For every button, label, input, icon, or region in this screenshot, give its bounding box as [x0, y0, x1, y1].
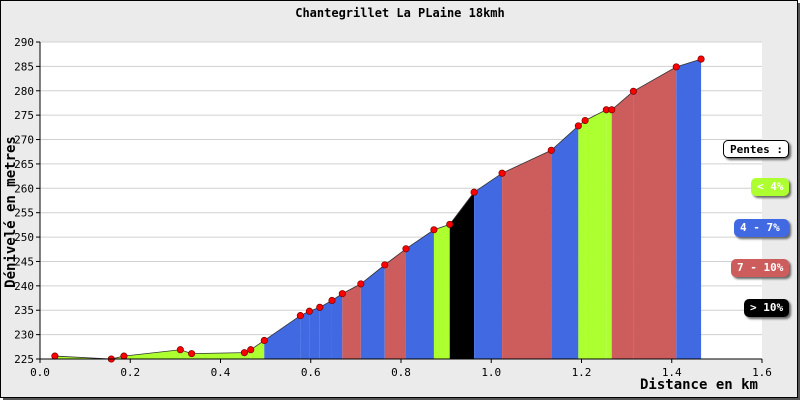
- data-point: [296, 312, 304, 320]
- chart-title: Chantegrillet La PLaine 18kmh: [295, 6, 505, 20]
- data-point: [51, 352, 59, 360]
- data-point: [305, 307, 313, 315]
- y-tick-label: 260: [14, 182, 34, 195]
- profile-line: [54, 58, 702, 360]
- slope-segment: [250, 340, 265, 359]
- data-point: [672, 63, 680, 71]
- slope-segment: [331, 293, 343, 359]
- x-tick-label: 0.2: [120, 366, 140, 379]
- data-point: [357, 280, 365, 288]
- x-tick-label: 0.0: [30, 366, 50, 379]
- data-point: [176, 346, 184, 354]
- slope-segment: [676, 59, 702, 360]
- x-tick-label: 1.0: [481, 366, 501, 379]
- slope-segment: [633, 66, 677, 359]
- y-tick-label: 230: [14, 329, 34, 342]
- y-tick-label: 275: [14, 109, 34, 122]
- data-point: [608, 106, 616, 114]
- y-tick-label: 245: [14, 255, 34, 268]
- data-point: [260, 336, 268, 345]
- y-tick-label: 265: [14, 158, 34, 171]
- slope-segment: [433, 224, 450, 359]
- slope-segment: [123, 349, 181, 359]
- slope-segment: [405, 229, 434, 359]
- data-point: [316, 303, 324, 311]
- data-point: [470, 188, 478, 196]
- data-point: [498, 169, 506, 177]
- slope-segment: [384, 248, 406, 359]
- slope-segment: [551, 125, 579, 359]
- slope-segment: [180, 349, 192, 359]
- y-tick-label: 270: [14, 134, 34, 147]
- data-point: [381, 261, 389, 269]
- slope-segment: [264, 315, 301, 359]
- data-point: [328, 296, 336, 305]
- x-tick-label: 0.4: [211, 366, 231, 379]
- slope-segment: [360, 264, 385, 359]
- x-axis-label: Distance en km: [640, 377, 758, 393]
- legend-item-4-7: 4 - 7%: [734, 219, 789, 237]
- legend-item-lt4: < 4%: [751, 178, 789, 196]
- data-point: [338, 290, 346, 298]
- y-tick-label: 285: [14, 60, 34, 73]
- data-point: [629, 87, 637, 95]
- y-tick-label: 280: [14, 85, 34, 98]
- legend-item-7-10: 7 - 10%: [731, 259, 789, 277]
- data-point: [446, 220, 454, 228]
- slope-segment: [191, 352, 245, 359]
- x-tick-label: 1.2: [572, 366, 592, 379]
- x-tick-label: 1.4: [662, 366, 682, 379]
- slope-segment: [578, 120, 586, 359]
- slope-segment: [585, 109, 607, 359]
- legend-item-gt10: > 10%: [744, 299, 789, 317]
- data-point: [697, 55, 705, 63]
- slope-segment: [319, 300, 332, 359]
- x-tick-label: 0.6: [301, 366, 321, 379]
- slope-segment: [300, 311, 310, 359]
- data-point: [120, 352, 128, 360]
- slope-segment: [502, 150, 552, 359]
- y-tick-label: 240: [14, 280, 34, 293]
- data-point: [402, 245, 410, 253]
- data-point: [188, 350, 196, 358]
- legend-title: Pentes :: [723, 140, 789, 158]
- data-point: [547, 146, 555, 154]
- y-tick-label: 225: [14, 353, 34, 366]
- slope-segment: [474, 173, 503, 359]
- slope-segment: [342, 283, 361, 359]
- data-point: [240, 349, 248, 357]
- x-tick-label: 0.8: [391, 366, 411, 379]
- slope-segment: [449, 192, 475, 359]
- data-point: [574, 122, 582, 130]
- data-point: [581, 116, 589, 125]
- slope-segment: [309, 307, 320, 359]
- x-tick-label: 1.6: [752, 366, 772, 379]
- y-tick-label: 250: [14, 231, 34, 244]
- data-point: [430, 226, 438, 234]
- y-tick-label: 290: [14, 36, 34, 49]
- data-point: [247, 346, 255, 354]
- y-axis-label: Dénivelé en metres: [3, 136, 19, 288]
- y-tick-label: 255: [14, 207, 34, 220]
- slope-segment: [611, 91, 634, 359]
- slope-segment: [606, 109, 612, 359]
- y-tick-label: 235: [14, 304, 34, 317]
